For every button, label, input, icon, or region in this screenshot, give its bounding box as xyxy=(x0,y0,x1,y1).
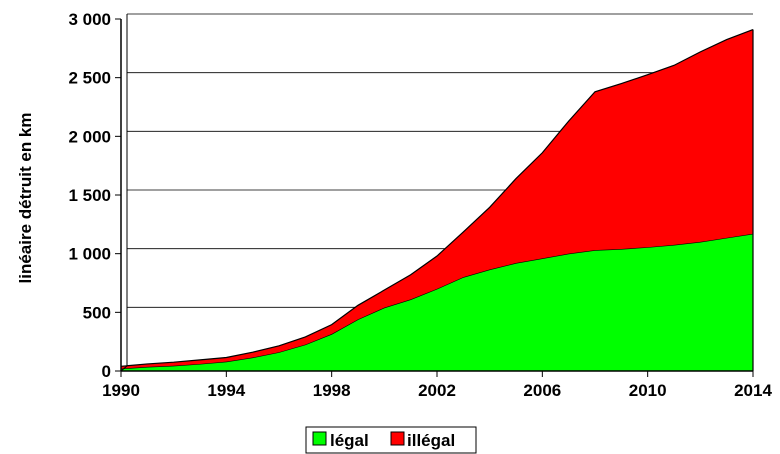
x-tick-label: 2014 xyxy=(734,381,772,400)
y-tick-label: 500 xyxy=(83,303,111,322)
legend-label-illegal: illégal xyxy=(407,431,455,450)
area-edge-illegal xyxy=(120,28,754,367)
x-tick-label: 2010 xyxy=(629,381,667,400)
y-tick-label: 2 000 xyxy=(68,127,111,146)
x-tick-labels: 1990 1994 1998 2002 2006 2010 2014 xyxy=(102,381,772,400)
legend: légal illégal xyxy=(305,426,477,454)
x-tick-label: 1998 xyxy=(313,381,351,400)
legend-label-legal: légal xyxy=(330,431,369,450)
x-tick-label: 1990 xyxy=(102,381,140,400)
y-tick-label: 2 500 xyxy=(68,69,111,88)
x-tick-label: 1994 xyxy=(207,381,245,400)
y-tick-label: 0 xyxy=(102,362,111,381)
axes xyxy=(115,14,754,377)
area-illegal xyxy=(121,29,753,369)
legend-swatch-legal xyxy=(312,431,327,446)
depth-corner-line xyxy=(120,365,128,372)
area-legal xyxy=(121,233,753,371)
x-tick-label: 2006 xyxy=(523,381,561,400)
y-axis-label: linéaire détruit en km xyxy=(16,113,35,284)
legend-swatch-illegal xyxy=(390,431,405,446)
y-tick-label: 1 000 xyxy=(68,245,111,264)
plot-areas xyxy=(120,28,754,371)
y-tick-labels: 0 500 1 000 1 500 2 000 2 500 3 000 xyxy=(68,10,111,381)
y-tick-label: 1 500 xyxy=(68,186,111,205)
x-tick-label: 2002 xyxy=(418,381,456,400)
y-tick-label: 3 000 xyxy=(68,10,111,29)
